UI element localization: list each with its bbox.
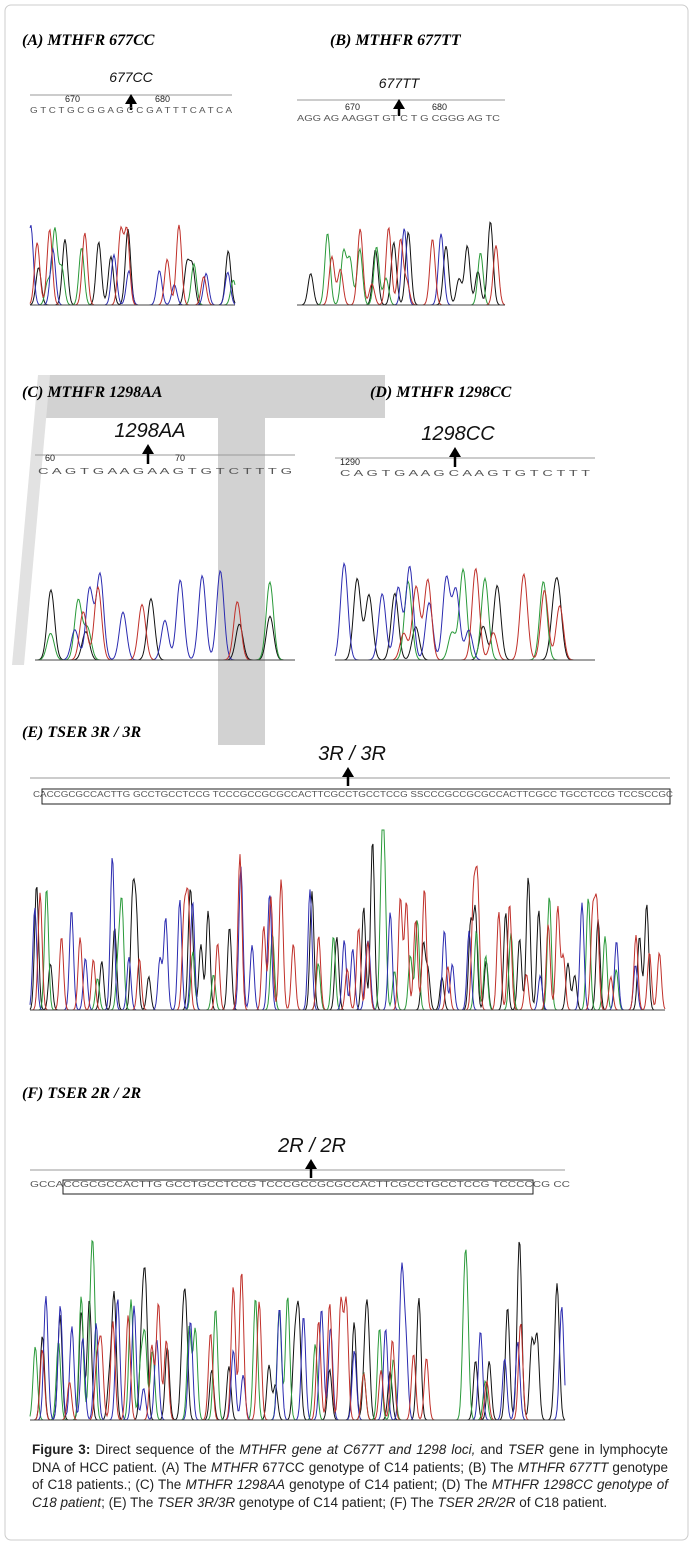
chromatogram-trace <box>335 569 595 660</box>
panel-title: (D) MTHFR 1298CC <box>370 384 512 401</box>
caption-text: MTHFR <box>211 1460 258 1475</box>
arrow-head <box>342 767 354 777</box>
sequence: CACCGCGCCACTTG GCCTGCCTCCG TCCCGCCGCGCCA… <box>33 790 673 799</box>
chromatogram-trace <box>30 1274 565 1420</box>
caption-text: and <box>475 1442 508 1457</box>
caption-text: MTHFR 1298AA <box>186 1477 285 1492</box>
chromatogram-trace <box>335 578 595 660</box>
caption-text: TSER 3R/3R <box>157 1495 235 1510</box>
arrow-head <box>142 444 154 454</box>
panel-title: (C) MTHFR 1298AA <box>22 384 163 401</box>
panel-title: (B) MTHFR 677TT <box>330 32 462 49</box>
watermark <box>40 375 385 745</box>
genotype-label: 2R / 2R <box>277 1135 346 1157</box>
caption-text: of C18 patient. <box>516 1495 608 1510</box>
position-label: 680 <box>155 94 170 104</box>
position-label: 70 <box>175 453 185 463</box>
genotype-label: 677CC <box>109 69 153 85</box>
genotype-label: 1298CC <box>421 423 495 445</box>
sequence: C A G T G A A G C A A G T G T C T T T <box>340 469 590 478</box>
caption-text: 677CC genotype of C14 patients; (B) The <box>258 1460 518 1475</box>
position-label: 670 <box>65 94 80 104</box>
figure: (A) MTHFR 677CC 677CC 670 680 G T C T G C G … <box>0 0 693 1545</box>
position-label: 680 <box>432 102 447 112</box>
panel-title: (A) MTHFR 677CC <box>22 32 155 49</box>
caption-text: MTHFR gene at C677T and 1298 loci, <box>239 1442 475 1457</box>
sequence: C A G T G A A G A A G T G T C T T T G <box>38 467 292 476</box>
caption-text: ; (E) The <box>101 1495 157 1510</box>
position-label: 60 <box>45 453 55 463</box>
watermark <box>12 375 50 665</box>
panel-title: (E) TSER 3R / 3R <box>22 724 141 741</box>
caption-text: Direct sequence of the <box>90 1442 239 1457</box>
sequence: GCCACCGCGCCACTTG GCCTGCCTCCG TCCCGCCGCGC… <box>30 1180 570 1189</box>
caption-text: MTHFR 677TT <box>518 1460 609 1475</box>
caption-text: genotype of C14 patient; (D) The <box>285 1477 492 1492</box>
caption-label: Figure 3: <box>32 1442 90 1457</box>
caption-text: TSER 2R/2R <box>438 1495 516 1510</box>
caption-text: TSER <box>508 1442 544 1457</box>
caption-text: genotype of C14 patient; (F) The <box>235 1495 437 1510</box>
panel-title: (F) TSER 2R / 2R <box>22 1085 141 1102</box>
arrow-head <box>305 1159 317 1169</box>
genotype-label: 3R / 3R <box>318 743 386 765</box>
genotype-label: 1298AA <box>114 420 185 442</box>
genotype-label: 677TT <box>379 75 421 91</box>
page: (A) MTHFR 677CC 677CC 670 680 G T C T G C G … <box>0 0 693 1545</box>
position-label: 1290 <box>340 457 360 467</box>
sequence: AGG AG AAGGT GT C T G CGGG AG TC <box>297 114 500 123</box>
caption: Figure 3: Direct sequence of the MTHFR g… <box>32 1441 668 1511</box>
position-label: 670 <box>345 102 360 112</box>
arrow-head <box>449 447 461 457</box>
sequence: G T C T G C G G A G C C G A T T T C A T … <box>30 106 233 115</box>
